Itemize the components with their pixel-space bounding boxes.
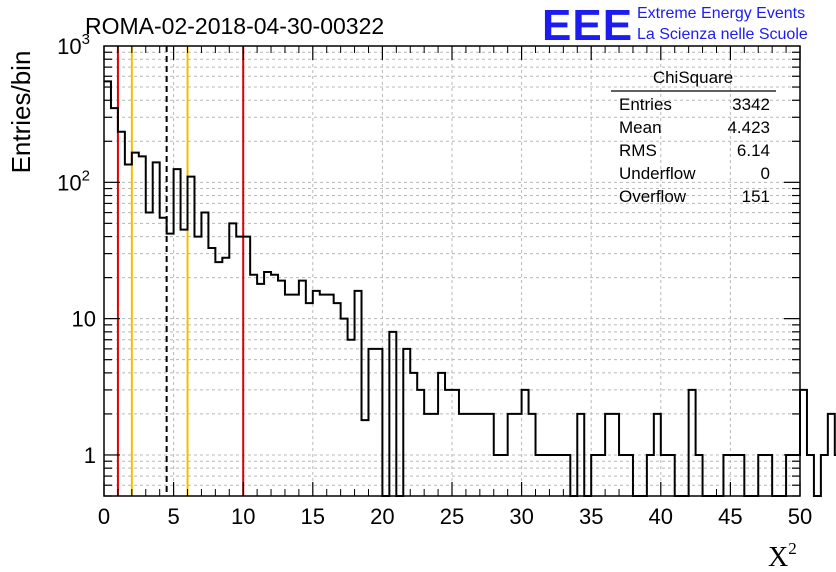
stats-row-label: Overflow bbox=[619, 187, 687, 206]
stats-row-label: Underflow bbox=[619, 164, 696, 183]
eee-logo-line-2: La Scienza nelle Scuole bbox=[637, 26, 808, 43]
x-tick-label: 35 bbox=[579, 504, 603, 529]
stats-row-label: RMS bbox=[619, 141, 657, 160]
stats-box-title: ChiSquare bbox=[653, 68, 733, 87]
stats-box: ChiSquare Entries 3342 Mean 4.423 RMS 6.14 Und… bbox=[611, 68, 776, 206]
y-tick-label-base: 10 bbox=[72, 307, 96, 332]
x-tick-label: 15 bbox=[301, 504, 325, 529]
axis-ticks bbox=[103, 46, 801, 497]
x-tick-label: 30 bbox=[509, 504, 533, 529]
y-tick-label-exponent: 2 bbox=[82, 167, 90, 184]
x-tick-label: 25 bbox=[440, 504, 464, 529]
eee-logo: EEE Extreme Energy Events La Scienza nel… bbox=[542, 1, 808, 50]
y-tick-label: 10 bbox=[72, 307, 96, 332]
stats-row-label: Entries bbox=[619, 95, 672, 114]
stats-row-value: 3342 bbox=[732, 95, 770, 114]
y-tick-label-exponent: 3 bbox=[82, 31, 90, 48]
y-axis-label: Entries/bin bbox=[6, 51, 36, 174]
x-tick-label: 45 bbox=[718, 504, 742, 529]
y-tick-label: 1 bbox=[84, 443, 96, 468]
x-tick-label: 10 bbox=[231, 504, 255, 529]
stats-row-value: 6.14 bbox=[737, 141, 770, 160]
eee-logo-line-1: Extreme Energy Events bbox=[637, 5, 805, 22]
eee-logo-mark: EEE bbox=[542, 1, 633, 50]
x-axis-label-base: X bbox=[768, 542, 788, 572]
x-tick-label: 20 bbox=[370, 504, 394, 529]
stats-row-label: Mean bbox=[619, 118, 662, 137]
reference-lines bbox=[116, 46, 245, 496]
stats-row-value: 0 bbox=[761, 164, 770, 183]
x-axis-label-superscript: 2 bbox=[788, 539, 797, 558]
x-tick-label: 50 bbox=[788, 504, 812, 529]
x-tick-label: 5 bbox=[167, 504, 179, 529]
histogram-series bbox=[104, 80, 836, 497]
y-tick-label-base: 10 bbox=[57, 170, 81, 195]
stats-row-value: 151 bbox=[742, 187, 770, 206]
chart-title: ROMA-02-2018-04-30-00322 bbox=[85, 13, 384, 39]
x-axis-label: X2 bbox=[768, 539, 797, 572]
stats-box-rows: Entries 3342 Mean 4.423 RMS 6.14 Underflow 0 Ove… bbox=[619, 95, 770, 206]
y-tick-label: 103 bbox=[57, 31, 90, 59]
histogram-step-line bbox=[104, 80, 836, 497]
y-tick-label-base: 1 bbox=[84, 443, 96, 468]
x-tick-label: 40 bbox=[649, 504, 673, 529]
y-tick-label: 102 bbox=[57, 167, 90, 195]
y-tick-label-base: 10 bbox=[57, 34, 81, 59]
stats-row-value: 4.423 bbox=[727, 118, 770, 137]
x-tick-label: 0 bbox=[98, 504, 110, 529]
